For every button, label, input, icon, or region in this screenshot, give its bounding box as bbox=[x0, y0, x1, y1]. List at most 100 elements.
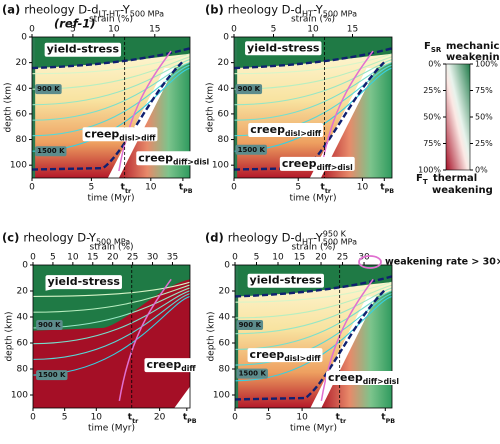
marker-label: t bbox=[128, 413, 133, 423]
x2-axis-label: strain (%) bbox=[291, 15, 335, 25]
field-strip bbox=[235, 265, 239, 408]
annotation: yield-stress bbox=[44, 42, 122, 57]
x-tick-label: 20 bbox=[154, 413, 166, 423]
panel-title: 500 MPa bbox=[323, 10, 357, 19]
isotherm bbox=[33, 290, 190, 345]
annotation-box bbox=[245, 41, 322, 56]
weakening-contour bbox=[320, 278, 374, 401]
annotation-text: 1500 K bbox=[38, 371, 66, 379]
marker-label: t bbox=[381, 413, 386, 423]
isotherm bbox=[33, 284, 190, 313]
x-tick-label: 5 bbox=[89, 183, 95, 193]
annotation-box bbox=[236, 320, 264, 331]
y-axis-label: depth (km) bbox=[207, 311, 217, 361]
isotherm bbox=[32, 61, 190, 121]
annotation: 1500 K bbox=[236, 368, 268, 379]
x2-tick-label: 5 bbox=[50, 253, 56, 263]
marker-label: t bbox=[321, 183, 326, 193]
legend-text: weakening rate > 30×ε̇ bbox=[385, 257, 500, 268]
colorbar-label: weakening bbox=[432, 185, 493, 196]
annotation-box bbox=[36, 370, 68, 381]
annotation-text: creep bbox=[282, 157, 317, 170]
y-tick-label: 100 bbox=[213, 391, 230, 401]
annotation: yield-stress bbox=[247, 273, 324, 288]
x-axis-label: time (Myr) bbox=[87, 194, 134, 204]
annotation-box bbox=[248, 123, 324, 138]
annotation: creep diff bbox=[144, 358, 198, 373]
x-tick-label: 10 bbox=[145, 183, 157, 193]
annotation-text: yield-stress bbox=[47, 43, 120, 56]
annotation-text: yield-stress bbox=[48, 275, 121, 288]
x2-tick-label: 5 bbox=[271, 25, 277, 35]
x-tick-label: 10 bbox=[296, 413, 308, 423]
colorbar-tick-label: 50% bbox=[423, 113, 441, 122]
annotation-box bbox=[279, 156, 355, 171]
weakening-contour bbox=[320, 50, 374, 172]
field-white bbox=[174, 386, 190, 408]
weakening-contour bbox=[118, 278, 172, 401]
frame bbox=[32, 264, 191, 409]
marker-label: t bbox=[336, 413, 341, 423]
marker-label: PB bbox=[187, 418, 197, 425]
annotation-box bbox=[235, 84, 263, 95]
colorbar-top: FSR mechanicalweakening bbox=[424, 41, 500, 63]
marker-label: tr bbox=[132, 418, 139, 425]
field-strip bbox=[234, 37, 238, 178]
y-tick-label: 20 bbox=[219, 287, 231, 297]
boundary bbox=[32, 47, 190, 70]
annotation: 1500 K bbox=[36, 370, 68, 381]
panel-title: (d) bbox=[205, 231, 224, 245]
annotation-text: creep bbox=[250, 123, 285, 136]
panel-title: LT-HT bbox=[99, 10, 121, 19]
y-tick-label: 40 bbox=[17, 313, 29, 323]
isotherm bbox=[32, 64, 190, 137]
annotation-text: disl>diff bbox=[284, 354, 321, 363]
panel-subtitle: (ref-1) bbox=[54, 17, 96, 31]
marker-label: t bbox=[183, 413, 188, 423]
annotation-text: 1500 K bbox=[238, 146, 266, 154]
x2-tick-label: 15 bbox=[149, 25, 160, 35]
colorbar-label: weakening bbox=[446, 52, 500, 63]
annotation-text: yield-stress bbox=[247, 41, 320, 54]
x-axis-label: time (Myr) bbox=[88, 424, 135, 434]
colorbar-label: thermal bbox=[433, 173, 477, 184]
x-axis-label: time (Myr) bbox=[290, 424, 337, 434]
panel-title: 500 MPa bbox=[323, 238, 357, 247]
annotation-text: creep bbox=[138, 151, 173, 164]
annotation-box bbox=[82, 127, 158, 142]
annotation-text: creep bbox=[85, 127, 120, 140]
field-right bbox=[118, 62, 190, 178]
y-tick-label: 20 bbox=[218, 58, 230, 68]
y-tick-label: 0 bbox=[223, 33, 229, 43]
annotation-text: diff>disl bbox=[363, 377, 399, 386]
panel-title: -Y bbox=[313, 3, 324, 17]
x-tick-label: 0 bbox=[231, 183, 237, 193]
annotation-box bbox=[236, 368, 268, 379]
y-axis-label: depth (km) bbox=[4, 82, 14, 132]
isotherm bbox=[235, 284, 392, 319]
panel-title: -Y bbox=[120, 3, 131, 17]
panel-title: rheology D-d bbox=[228, 231, 302, 245]
y-tick-label: 40 bbox=[16, 84, 28, 94]
annotation: 900 K bbox=[235, 84, 263, 95]
x2-tick-label: 20 bbox=[107, 253, 119, 263]
annotation-box bbox=[247, 348, 323, 363]
annotation-box bbox=[144, 358, 198, 373]
y-tick-label: 60 bbox=[16, 109, 28, 119]
marker-label: t bbox=[380, 183, 385, 193]
annotation: creep disl>diff bbox=[248, 123, 324, 138]
isotherm bbox=[234, 56, 392, 90]
y-axis-label: depth (km) bbox=[206, 82, 216, 132]
annotation-text: diff>disl bbox=[173, 157, 209, 166]
x-tick-label: 0 bbox=[30, 413, 36, 423]
x2-tick-label: 0 bbox=[231, 25, 237, 35]
colorbar-tick-label: 50% bbox=[475, 113, 493, 122]
y-tick-label: 40 bbox=[218, 84, 230, 94]
y-tick-label: 0 bbox=[22, 261, 28, 271]
isotherm bbox=[32, 53, 190, 75]
panel-title: (a) bbox=[2, 3, 20, 17]
